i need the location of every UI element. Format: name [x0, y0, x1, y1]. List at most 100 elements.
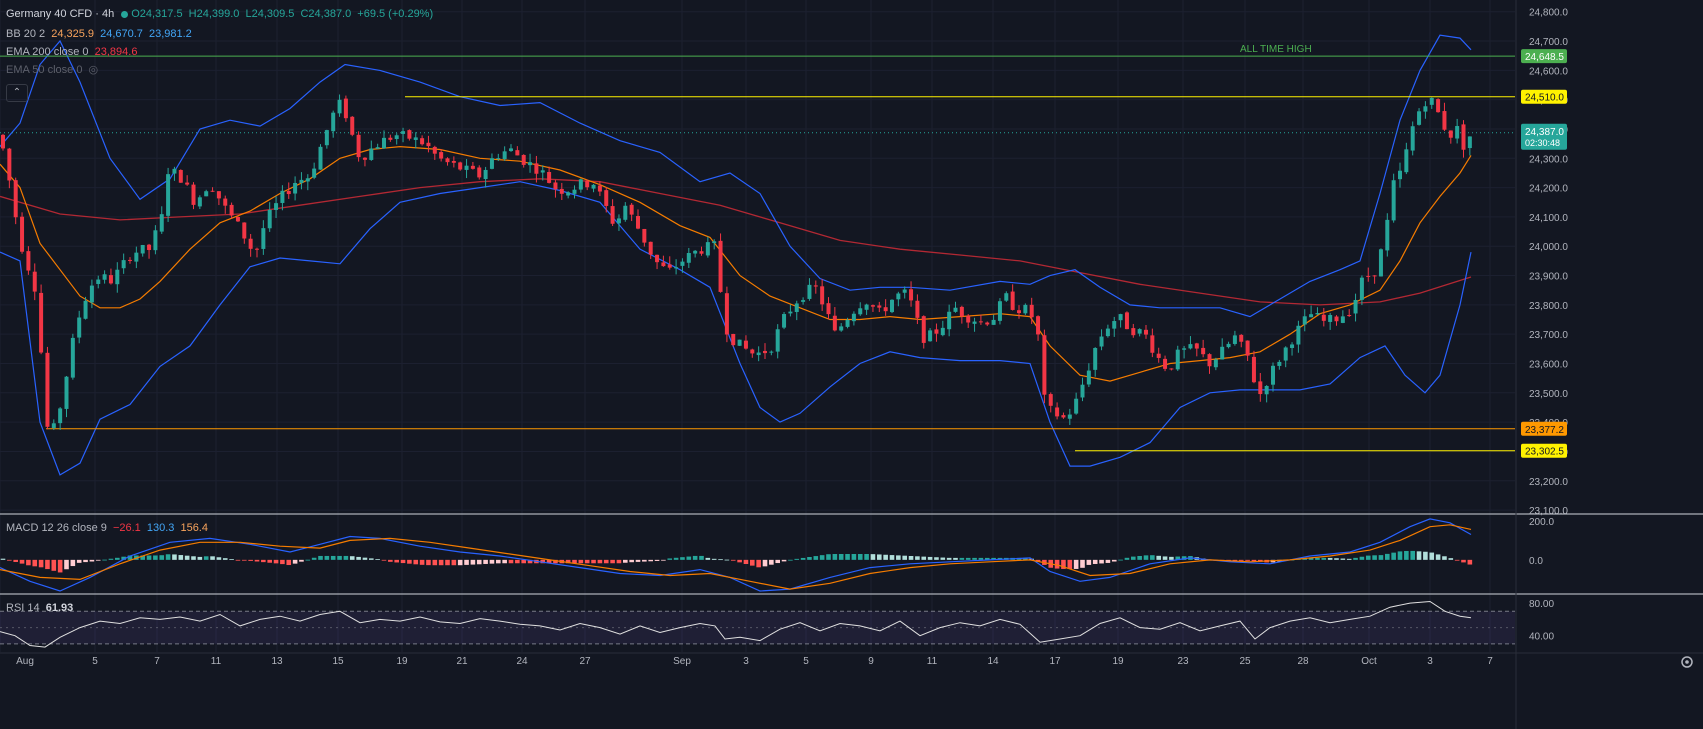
candle [166, 174, 171, 216]
candle [921, 316, 926, 343]
candle [280, 190, 285, 203]
macd-hist-bar [1448, 558, 1454, 560]
macd-hist-bar [591, 559, 596, 564]
candle [477, 167, 482, 178]
candle [1385, 219, 1390, 251]
candle [356, 134, 361, 158]
candle [1245, 340, 1250, 356]
collapse-legend-button[interactable]: ⌃ [6, 84, 28, 102]
candle [642, 228, 647, 243]
candle [959, 306, 964, 317]
legend-ema200[interactable]: EMA 200 close 0 23,894.6 [6, 45, 140, 59]
macd-hist-bar [305, 559, 311, 561]
candle [1296, 325, 1301, 345]
settings-icon[interactable] [1681, 656, 1693, 668]
candle [1442, 111, 1447, 130]
candle [388, 137, 393, 140]
grid [0, 0, 1515, 652]
candle [1175, 349, 1180, 370]
macd-hist-bar [280, 559, 285, 565]
candle [572, 189, 577, 194]
price-tick-label: 24,200.0 [1529, 184, 1568, 195]
candle [147, 244, 152, 251]
macd-hist-bar [629, 559, 634, 563]
time-tick-label: 24 [516, 656, 528, 667]
time-tick-label: 3 [1427, 656, 1433, 667]
legend-macd[interactable]: MACD 12 26 close 9 −26.1 130.3 156.4 [6, 521, 211, 535]
macd-hist-bar [19, 559, 25, 564]
macd-hist-bar [318, 555, 323, 560]
candle [274, 203, 279, 210]
candle [432, 146, 437, 154]
eye-hidden-icon[interactable]: ◎ [88, 64, 99, 76]
macd-hist-bar [108, 558, 114, 560]
time-tick-label: 7 [1487, 656, 1493, 667]
candle [985, 322, 990, 325]
macd-hist-bar [972, 557, 977, 560]
macd-hist-bar [832, 554, 838, 560]
overlays [0, 34, 1472, 476]
macd-hist-bar [623, 559, 628, 563]
candle [1144, 329, 1148, 335]
candle [680, 261, 685, 266]
macd-hist-bar [1429, 552, 1435, 560]
macd-hist-bar [781, 559, 787, 562]
macd-hist-bar [546, 559, 552, 564]
legend-rsi[interactable]: RSI 14 61.93 [6, 601, 76, 615]
candle [318, 146, 323, 170]
macd-hist-bar [292, 559, 298, 564]
macd-hist-bar [1391, 552, 1396, 560]
candle [585, 180, 590, 188]
candle [1271, 365, 1275, 385]
symbol-title[interactable]: Germany 40 CFD · 4h [6, 8, 115, 20]
macd-hist-bar [1143, 555, 1149, 560]
macd-hist-bar [934, 557, 939, 560]
candle [1232, 335, 1237, 344]
ema200-label: EMA 200 close 0 [6, 46, 89, 58]
candle [483, 169, 488, 179]
time-tick-label: 5 [92, 656, 98, 667]
macd-hist-bar [1353, 557, 1358, 560]
macd-hist-bar [489, 559, 495, 564]
candle [1061, 415, 1066, 418]
candle [1226, 343, 1231, 348]
macd-hist-bar [851, 554, 857, 560]
macd-hist-bar [889, 555, 895, 560]
ohlc-open: O24,317.5 [131, 8, 183, 20]
candle [947, 311, 952, 330]
candle [394, 135, 399, 140]
price-tick-label: 24,300.0 [1529, 154, 1568, 165]
macd-hist-bar [419, 559, 425, 565]
candle [255, 248, 259, 250]
macd-hist-bar [648, 559, 653, 562]
candle [1023, 304, 1028, 314]
candle [197, 197, 202, 207]
macd-hist-bar [845, 554, 850, 560]
candle [382, 137, 386, 149]
macd-label: MACD 12 26 close 9 [6, 522, 107, 534]
candle [1188, 344, 1193, 349]
macd-hist-bar [1378, 555, 1384, 560]
candle [1461, 124, 1466, 150]
macd-hist-bar [1423, 551, 1428, 560]
legend-bb[interactable]: BB 20 2 24,325.9 24,670.7 23,981.2 [6, 27, 195, 41]
macd-hist-bar [794, 558, 800, 560]
macd-hist-bar [730, 559, 736, 561]
candle [407, 130, 412, 139]
candle [839, 326, 844, 331]
candle [750, 349, 755, 354]
candle [629, 204, 634, 215]
macd-hist-bar [1124, 557, 1130, 560]
macd-hist-bar [1302, 558, 1308, 560]
candle [1220, 346, 1225, 360]
last-price-tag [1521, 123, 1567, 150]
macd-hist-bar [324, 555, 330, 560]
macd-hist-bar [413, 559, 419, 565]
candle [248, 238, 253, 249]
legend-ema50[interactable]: EMA 50 close 0 ◎ [6, 63, 101, 77]
candle [1099, 336, 1104, 347]
macd-hist-bar [610, 559, 615, 564]
macd-hist-bar [470, 559, 476, 565]
candle [172, 168, 177, 174]
